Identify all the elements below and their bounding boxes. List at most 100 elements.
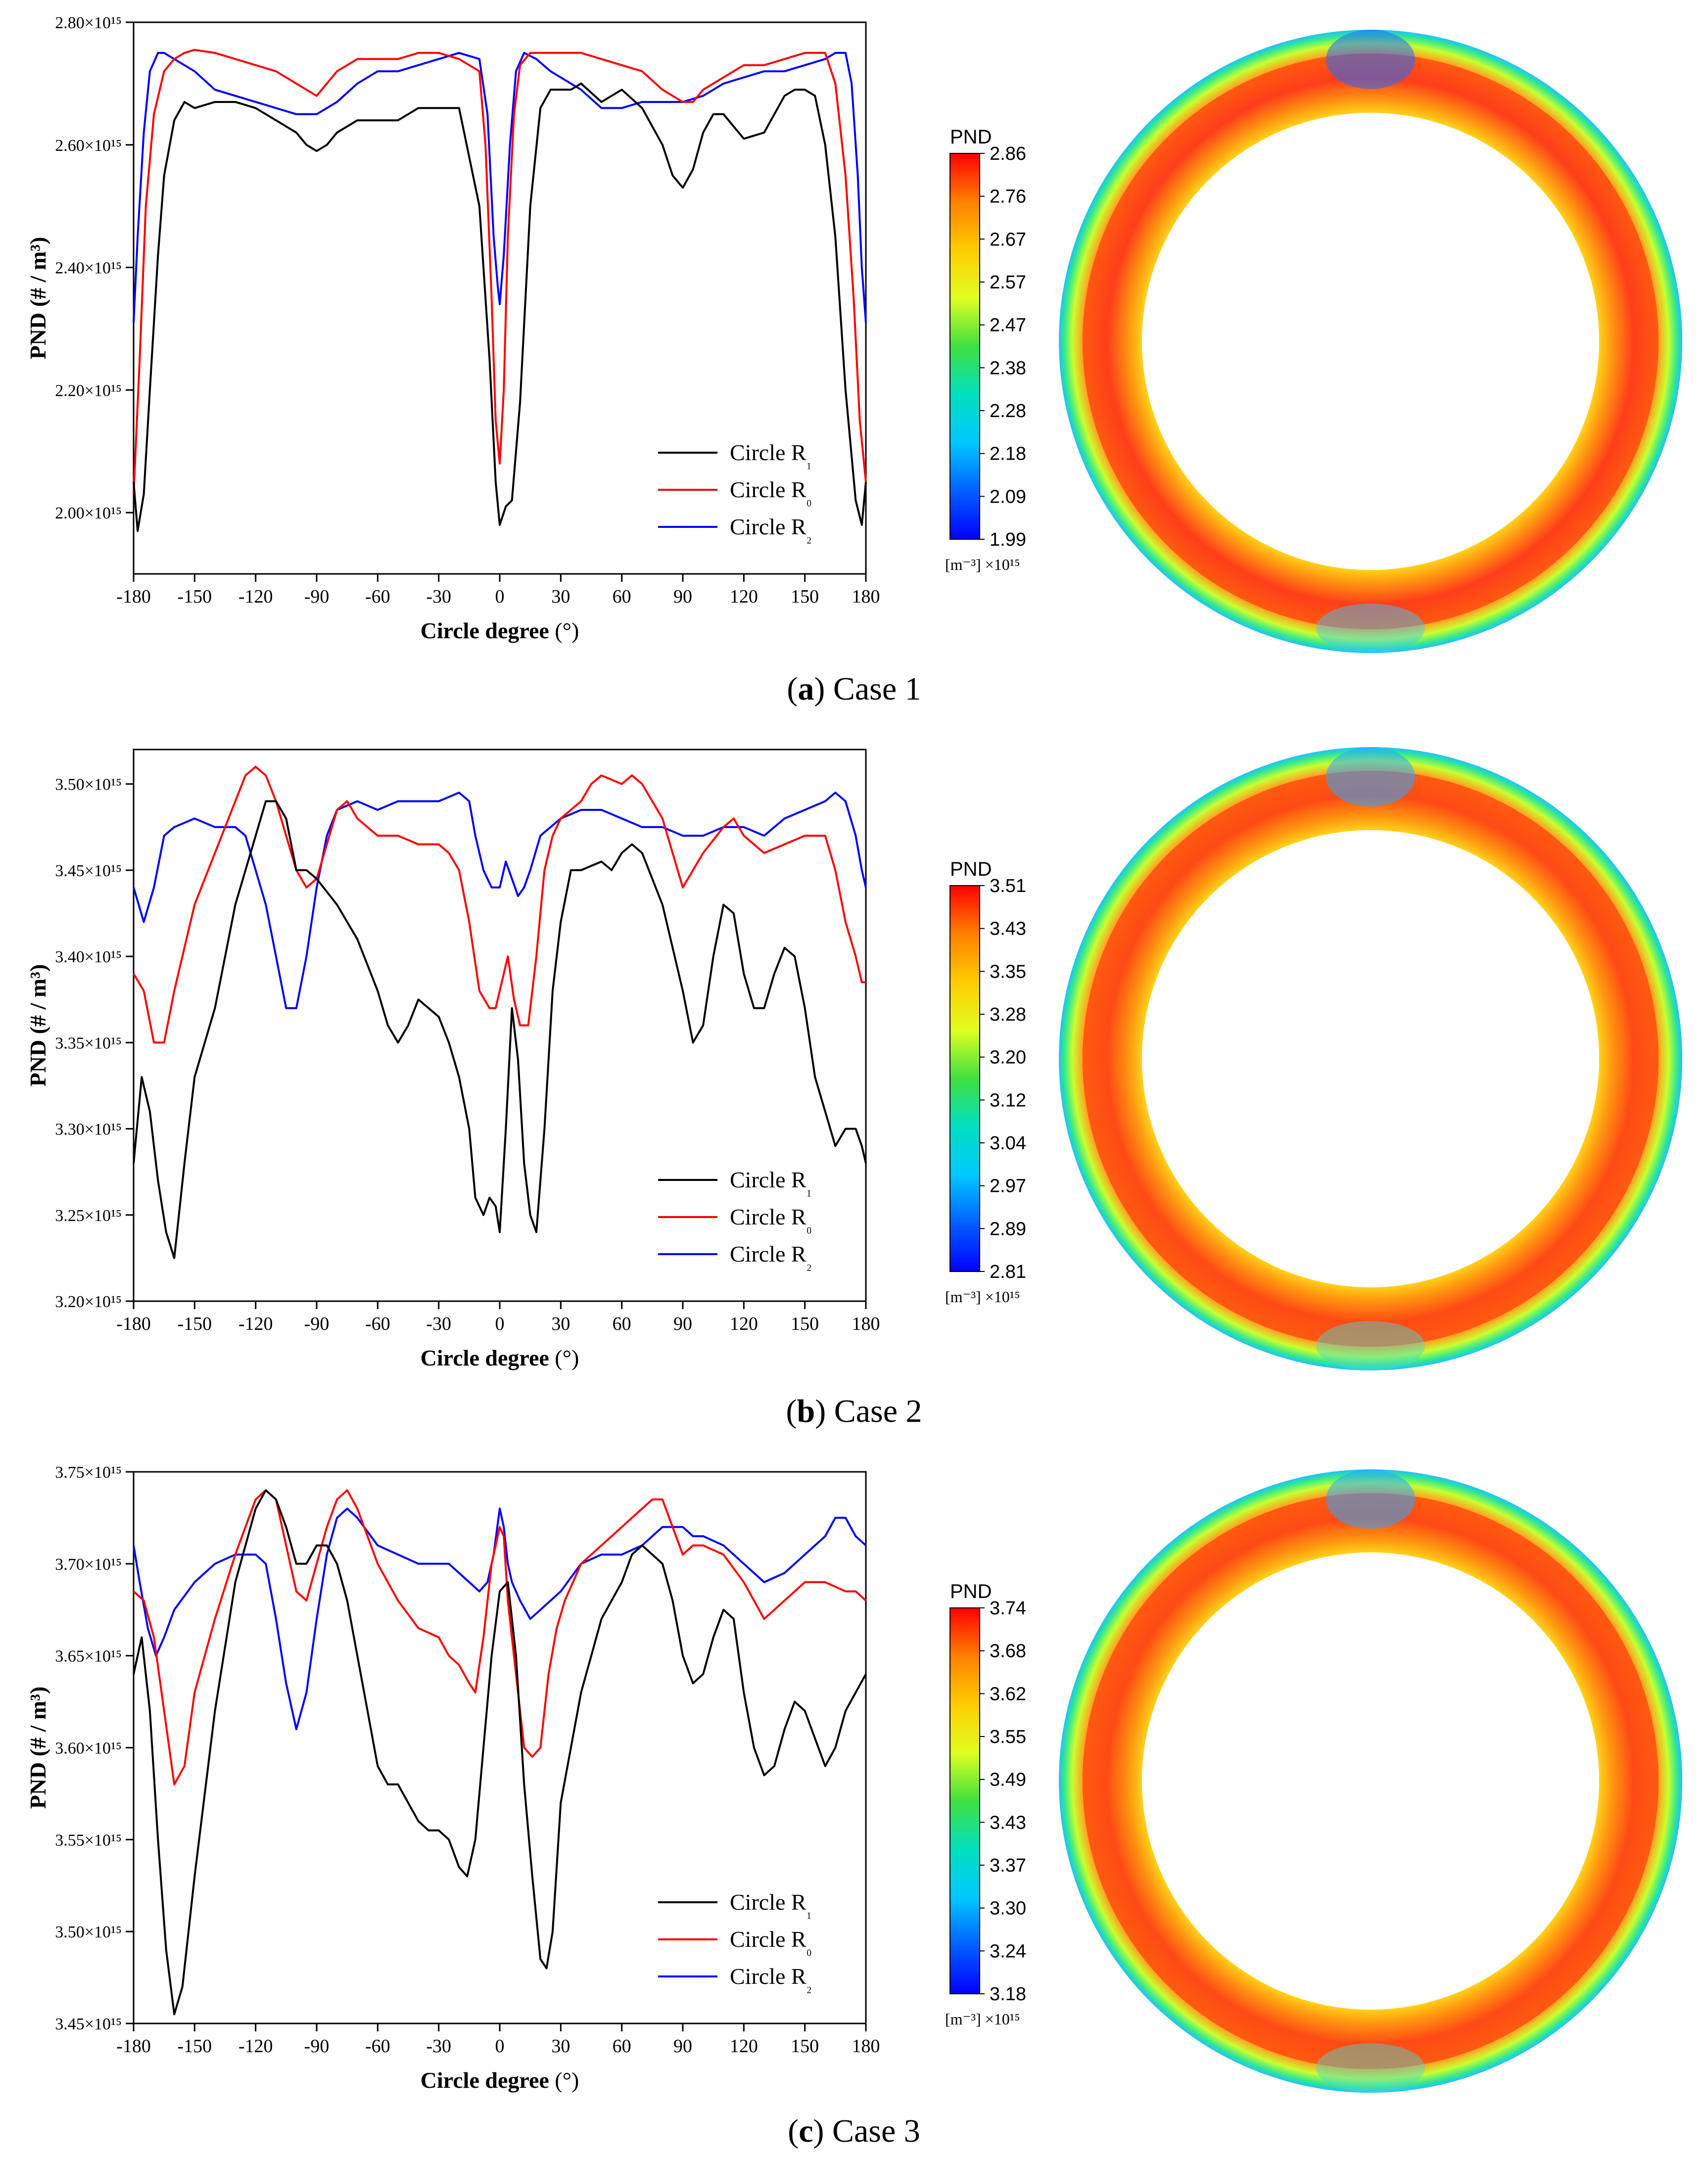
y-tick-label: 3.50×10¹⁵ (55, 776, 122, 794)
series-line-circle-r0 (133, 1489, 867, 1786)
series-line-circle-r0 (133, 48, 867, 494)
legend-label-text: Circle R (730, 440, 807, 465)
caption-text: Case 3 (832, 2113, 920, 2149)
colorbar-tick-label: 3.35 (990, 961, 1026, 982)
colorbar-tick-label: 2.28 (990, 401, 1026, 422)
series-lines (133, 1489, 867, 2016)
x-tick-label: 30 (551, 586, 570, 607)
x-tick-label: -120 (238, 586, 273, 607)
legend-label-circle-r0: Circle R₀ (730, 477, 812, 507)
colorbar-tick-label: 3.37 (990, 1855, 1026, 1876)
x-tick-label: 30 (551, 2036, 570, 2057)
y-tick-label: 3.20×10¹⁵ (55, 1293, 122, 1311)
x-tick-label: 150 (791, 2036, 819, 2057)
x-tick-label: -120 (238, 2036, 273, 2057)
x-tick-label: -90 (304, 1314, 330, 1334)
y-tick-label: 3.45×10¹⁵ (55, 2015, 122, 2033)
x-axis-label: Circle degree (°) (421, 2068, 579, 2093)
colorbar-tick-label: 3.49 (990, 1770, 1026, 1790)
colorbar-tick-label: 3.55 (990, 1727, 1026, 1747)
x-tick-label: -90 (304, 586, 330, 607)
x-axis: -180 -150 -120 -90 -60 -30 0 30 60 90 120 150 180 Cir… (116, 1301, 880, 1370)
y-axis: 3.45×10¹⁵ 3.50×10¹⁵ 3.55×10¹⁵ 3.60×10¹⁵ 3.65… (25, 1463, 134, 2033)
colorbar-title: PND (950, 858, 992, 880)
legend-label-circle-r2: Circle R₂ (730, 514, 812, 544)
colorbar-tick-label: 2.81 (990, 1262, 1026, 1282)
y-axis-label: PND (# / m³) (25, 1687, 50, 1809)
colorbar-gradient-bar (949, 885, 980, 1272)
ring-low-region-top (1326, 30, 1415, 89)
x-tick-label: 60 (613, 586, 631, 607)
y-tick-label: 3.35×10¹⁵ (55, 1034, 122, 1052)
x-tick-label: 120 (730, 1314, 758, 1334)
colorbar-tick-label: 2.89 (990, 1219, 1026, 1239)
x-tick-label: 90 (673, 586, 692, 607)
x-tick-label: 180 (852, 586, 880, 607)
y-tick-label: 3.60×10¹⁵ (55, 1739, 122, 1758)
x-tick-label: -120 (238, 1314, 273, 1334)
x-axis-label-main: Circle degree (421, 2068, 549, 2093)
x-tick-label: -180 (116, 586, 151, 607)
y-tick-label: 2.40×10¹⁵ (55, 259, 122, 278)
x-tick-label: 0 (495, 586, 505, 607)
ring-inner-hole (1142, 113, 1599, 570)
contour-ring-case-3 (1059, 1469, 1682, 2093)
colorbar-tick-label: 3.74 (990, 1598, 1026, 1619)
colorbar-tick-label: 3.30 (990, 1898, 1026, 1919)
series-lines (133, 48, 867, 532)
series-line-circle-r2 (133, 792, 867, 1009)
x-tick-label: -30 (426, 1314, 451, 1334)
x-axis: -180 -150 -120 -90 -60 -30 0 30 60 90 120 150 180 Cir… (116, 574, 880, 643)
series-line-circle-r2 (133, 51, 867, 323)
colorbar-gradient-bar (949, 153, 980, 540)
colorbar-tick-label: 2.86 (990, 143, 1026, 164)
x-tick-label: 90 (673, 2036, 692, 2057)
legend-label-subscript: ₀ (807, 1938, 812, 1956)
y-axis: 3.20×10¹⁵ 3.25×10¹⁵ 3.30×10¹⁵ 3.35×10¹⁵ 3.40… (25, 776, 134, 1311)
legend-label-circle-r1: Circle R₁ (730, 440, 812, 470)
colorbar-tick-label: 3.18 (990, 1984, 1026, 2005)
legend-label-circle-r1: Circle R₁ (730, 1167, 812, 1197)
ring-inner-hole (1142, 830, 1599, 1287)
ring-low-region-top (1326, 1469, 1415, 1529)
colorbar-tick-label: 2.76 (990, 187, 1026, 207)
x-tick-label: -150 (178, 586, 212, 607)
legend-label-subscript: ₁ (807, 452, 812, 470)
colorbar-tick-label: 3.04 (990, 1133, 1026, 1154)
legend-label-subscript: ₁ (807, 1901, 812, 1919)
caption-case-2: (b) Case 2 (786, 1393, 922, 1429)
colorbar-tick-label: 3.68 (990, 1641, 1026, 1662)
series-line-circle-r2 (133, 1507, 867, 1731)
caption-text: Case 1 (833, 671, 921, 707)
legend-label-text: Circle R (730, 1927, 807, 1952)
caption-text: Case 2 (834, 1393, 922, 1429)
y-tick-label: 3.70×10¹⁵ (55, 1555, 122, 1574)
colorbar-tick-label: 2.47 (990, 315, 1026, 336)
x-tick-label: 0 (495, 2036, 505, 2057)
x-axis-label-main: Circle degree (421, 618, 549, 643)
x-tick-label: 60 (613, 1314, 631, 1334)
legend-label-subscript: ₀ (807, 489, 812, 507)
y-axis-label: PND (# / m³) (25, 964, 50, 1087)
x-axis-label: Circle degree (°) (421, 618, 579, 643)
colorbar-title: PND (950, 1581, 992, 1602)
y-tick-label: 2.60×10¹⁵ (55, 137, 122, 155)
x-tick-label: -180 (116, 2036, 151, 2057)
contour-ring-case-2 (1059, 747, 1682, 1370)
ring-inner-hole (1142, 1552, 1599, 2010)
ring-low-region-bottom (1316, 1321, 1425, 1370)
legend-label-circle-r1: Circle R₁ (730, 1889, 812, 1919)
y-tick-label: 2.20×10¹⁵ (55, 381, 122, 400)
x-tick-label: 180 (852, 2036, 880, 2057)
y-axis-label: PND (# / m³) (25, 237, 50, 360)
legend-label-subscript: ₂ (807, 1975, 812, 1993)
colorbar-tick-label: 1.99 (990, 529, 1026, 550)
y-tick-label: 3.50×10¹⁵ (55, 1923, 122, 1941)
x-axis-label: Circle degree (°) (421, 1345, 579, 1370)
legend-label-circle-r2: Circle R₂ (730, 1241, 812, 1271)
legend-label-text: Circle R (730, 1889, 807, 1915)
